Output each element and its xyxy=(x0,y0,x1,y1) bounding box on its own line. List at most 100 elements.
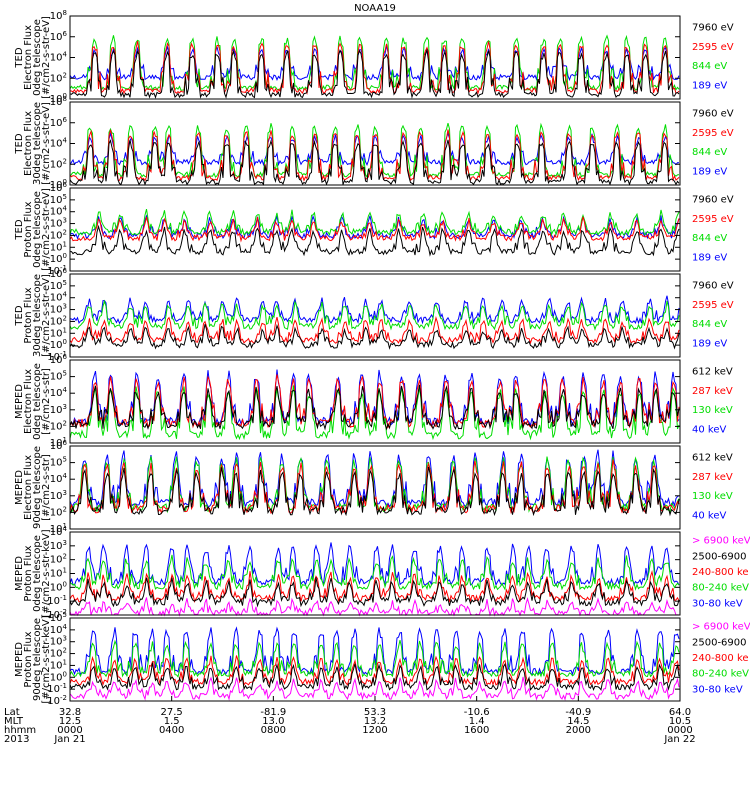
y-tick-label: 105 xyxy=(50,370,67,383)
series-line-4 xyxy=(69,577,680,608)
x-tick-label: 13.2 xyxy=(364,716,386,727)
legend-entry: 80-240 keV xyxy=(692,669,749,680)
series-line-2 xyxy=(69,554,680,591)
legend-entry: 130 keV xyxy=(692,491,733,502)
series-line-4 xyxy=(69,139,680,186)
x-row-label: MLT xyxy=(4,716,24,727)
y-tick-label: 10-1 xyxy=(47,682,67,695)
legend-entry: 2595 eV xyxy=(692,300,734,311)
x-row-label: 2013 xyxy=(4,734,29,745)
y-tick-label: 10-2 xyxy=(47,694,67,707)
y-axis-label: MEPEDElectron Flux0deg telescope[#/cm2-s… xyxy=(14,363,52,440)
y-tick-label: 102 xyxy=(50,419,67,432)
legend-entry: 130 keV xyxy=(692,405,733,416)
x-tick-label: 13.0 xyxy=(262,716,284,727)
series-line-1 xyxy=(69,542,680,587)
x-tick-label: 27.5 xyxy=(161,707,183,718)
y-tick-label: 105 xyxy=(50,611,67,624)
legend-entry: 844 eV xyxy=(692,147,727,158)
y-tick-label: 102 xyxy=(50,314,67,327)
x-tick-label: 64.0 xyxy=(669,707,691,718)
legend-entry: 189 eV xyxy=(692,338,727,349)
legend-entry: 240-800 ke xyxy=(692,653,749,664)
y-tick-label: 102 xyxy=(50,228,67,241)
legend-entry: 7960 eV xyxy=(692,194,734,205)
series-line-2 xyxy=(69,208,680,237)
x-tick-label: 1.4 xyxy=(469,716,485,727)
legend-entry: 30-80 keV xyxy=(692,598,743,609)
y-tick-label: 105 xyxy=(50,193,67,206)
y-tick-label: 100 xyxy=(50,670,67,683)
x-tick-label: -40.9 xyxy=(565,707,591,718)
series-line-1 xyxy=(69,131,680,167)
legend-entry: 2595 eV xyxy=(692,128,734,139)
y-tick-label: 100 xyxy=(50,178,67,191)
y-axis-label: MEPEDProton Flux90deg telescope[#/cm2-s-… xyxy=(14,615,52,703)
panel-frame xyxy=(69,445,681,530)
y-tick-label: 103 xyxy=(50,539,67,552)
y-tick-label: 106 xyxy=(50,267,68,280)
y-tick-label: 104 xyxy=(50,291,68,304)
panel-frame xyxy=(69,187,681,272)
y-tick-label: 103 xyxy=(50,635,67,648)
panel-frame xyxy=(69,273,681,358)
legend-entry: 2595 eV xyxy=(692,42,734,53)
y-tick-label: 105 xyxy=(50,279,67,292)
legend-entry: 189 eV xyxy=(692,166,727,177)
x-tick-label: 12.5 xyxy=(59,716,81,727)
series-line-1 xyxy=(69,369,680,427)
y-tick-label: 101 xyxy=(50,436,67,449)
y-axis-label: TEDProton Flux0deg telescope[#/cm2-s-str… xyxy=(14,188,52,271)
y-tick-label: 101 xyxy=(50,326,67,339)
y-axis-label: TEDProton Flux30deg telescope[#/cm2-s-st… xyxy=(14,274,52,357)
x-tick-label: 10.5 xyxy=(669,716,691,727)
y-tick-label: 100 xyxy=(50,92,67,105)
x-tick-label: 1200 xyxy=(362,725,387,736)
legend-entry: 844 eV xyxy=(692,233,727,244)
y-tick-label: 10-1 xyxy=(47,350,67,363)
series-line-4 xyxy=(69,323,680,350)
series-line-4 xyxy=(69,662,680,691)
y-tick-label: 103 xyxy=(50,403,67,416)
legend-entry: 2500-6900 xyxy=(692,551,747,562)
series-line-3 xyxy=(69,374,680,429)
legend-entry: 40 keV xyxy=(692,510,726,521)
y-tick-label: 10-1 xyxy=(47,594,67,607)
y-tick-label: 106 xyxy=(50,353,68,366)
y-tick-label: 104 xyxy=(50,525,68,538)
y-tick-label: 101 xyxy=(50,522,67,535)
legend-entry: 7960 eV xyxy=(692,108,734,119)
y-tick-label: 103 xyxy=(50,303,67,316)
x-tick-label: Jan 21 xyxy=(53,734,85,745)
panel-frame xyxy=(69,359,681,444)
y-tick-label: 106 xyxy=(50,181,68,194)
series-line-3 xyxy=(69,655,680,687)
legend-entry: 287 keV xyxy=(692,472,733,483)
y-tick-label: 102 xyxy=(50,157,67,170)
y-tick-label: 104 xyxy=(50,205,68,218)
x-tick-label: 1600 xyxy=(464,725,489,736)
y-tick-label: 10-1 xyxy=(47,264,67,277)
x-tick-label: 1.5 xyxy=(164,716,180,727)
legend-entry: 2595 eV xyxy=(692,214,734,225)
y-tick-label: 108 xyxy=(50,9,67,22)
y-axis-label: MEPEDElectron Flux90deg telescope[#/cm2-… xyxy=(14,446,52,529)
x-tick-label: Jan 22 xyxy=(663,734,695,745)
y-tick-label: 101 xyxy=(50,567,67,580)
x-tick-label: 2000 xyxy=(566,725,591,736)
y-tick-label: 102 xyxy=(50,553,67,566)
series-line-3 xyxy=(69,216,680,243)
legend-entry: 30-80 keV xyxy=(692,684,743,695)
y-tick-label: 103 xyxy=(50,217,67,230)
x-tick-label: 14.5 xyxy=(567,716,589,727)
y-tick-label: 100 xyxy=(50,580,67,593)
legend-entry: > 6900 keV xyxy=(692,536,750,547)
legend-entry: 844 eV xyxy=(692,319,727,330)
y-tick-label: 106 xyxy=(50,116,68,129)
legend-entry: 40 keV xyxy=(692,424,726,435)
